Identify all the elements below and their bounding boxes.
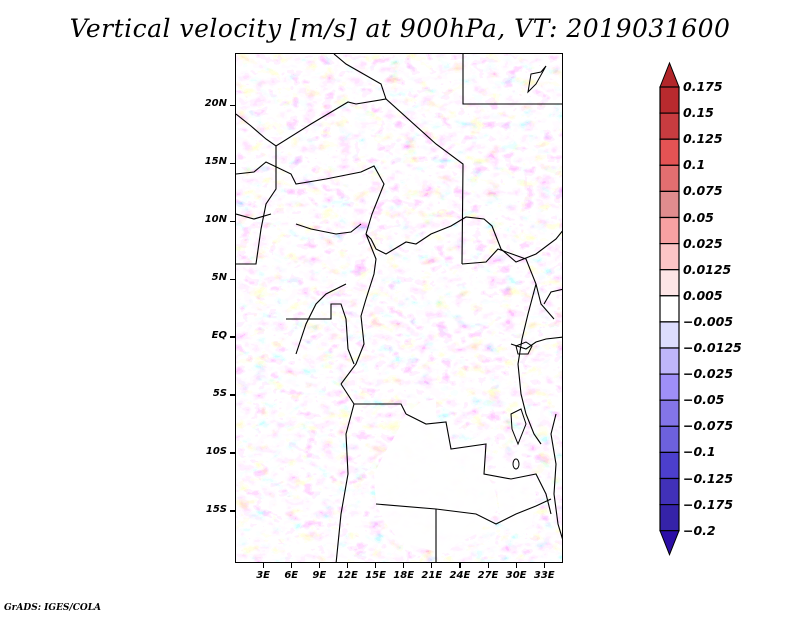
x-tick-mark [515, 563, 517, 568]
x-tick-label: 6E [284, 570, 299, 581]
colorbar-swatch [659, 295, 680, 323]
colorbar-label: 0.025 [683, 235, 723, 251]
x-tick-mark [543, 563, 545, 568]
colorbar-label: −0.0125 [683, 340, 742, 355]
x-tick-label: 9E [312, 570, 327, 581]
x-tick-mark [375, 563, 377, 568]
colorbar-label: −0.075 [683, 418, 734, 434]
colorbar-swatch [659, 321, 680, 349]
x-tick-mark [318, 563, 321, 568]
x-tick-mark [346, 563, 349, 568]
x-tick-label: 18E [393, 570, 415, 581]
country-borders [236, 54, 562, 562]
masked-plateau-region [374, 399, 498, 554]
y-tick-mark [230, 162, 235, 164]
colorbar-label: 0.175 [683, 79, 723, 94]
y-tick-mark [230, 394, 235, 396]
y-tick-label: 15N [204, 156, 227, 168]
colorbar-bottom-arrow [659, 530, 680, 557]
colorbar-swatch [659, 451, 680, 480]
colorbar-label: −0.1 [683, 444, 716, 460]
x-tick-mark [431, 563, 433, 568]
x-tick-mark [459, 563, 461, 568]
colorbar-label: 0.05 [683, 209, 714, 225]
colorbar-label: −0.005 [683, 313, 734, 329]
x-tick-label: 3E [256, 570, 270, 581]
colorbar-swatch [659, 86, 680, 114]
colorbar-swatch [659, 347, 680, 375]
colorbar-top-arrow [659, 61, 680, 88]
colorbar-label: 0.15 [683, 105, 714, 121]
colorbar-label: 0.1 [683, 157, 706, 173]
y-tick-label: 10S [205, 445, 227, 457]
y-tick-mark [230, 452, 235, 454]
y-tick-label: 20N [204, 98, 227, 110]
colorbar-swatch [659, 504, 680, 532]
x-tick-label: 24E [449, 570, 471, 581]
colorbar-swatch [659, 164, 680, 193]
colorbar-label: −0.2 [683, 522, 716, 538]
x-tick-mark [487, 563, 489, 568]
colorbar-label: 0.075 [683, 183, 723, 199]
colorbar-label: −0.175 [683, 496, 734, 512]
y-tick-label: 5N [211, 272, 227, 284]
colorbar-label: −0.125 [683, 470, 734, 486]
y-tick-mark [230, 220, 235, 222]
colorbar-swatch [659, 243, 680, 271]
y-tick-label: 5S [212, 387, 227, 399]
footer-credit: GrADS: IGES/COLA [4, 603, 102, 613]
y-tick-label: 15S [205, 503, 227, 515]
y-tick-label: 10N [204, 214, 227, 226]
map-plot-area [235, 53, 563, 563]
colorbar-swatch [659, 425, 680, 453]
colorbar-swatch [659, 269, 680, 297]
y-tick-label: EQ [211, 329, 227, 341]
velocity-field-map [236, 54, 562, 562]
colorbar-swatch [659, 399, 680, 427]
colorbar-label: −0.05 [683, 392, 725, 408]
x-tick-mark [403, 563, 405, 568]
colorbar-label: −0.025 [683, 366, 734, 382]
y-tick-mark [230, 336, 235, 338]
x-tick-label: 27E [477, 570, 499, 581]
x-tick-mark [262, 563, 264, 568]
x-tick-label: 30E [505, 570, 527, 581]
y-tick-mark [230, 510, 235, 512]
y-tick-mark [230, 104, 235, 106]
y-tick-mark [230, 278, 235, 280]
x-tick-label: 12E [337, 570, 358, 581]
x-tick-label: 15E [365, 570, 386, 581]
colorbar-swatch [659, 112, 680, 140]
x-tick-mark [290, 563, 292, 568]
colorbar-label: 0.125 [683, 131, 723, 147]
colorbar-label: 0.005 [683, 287, 723, 303]
colorbar-swatch [659, 477, 680, 506]
colorbar-swatch [659, 190, 680, 219]
colorbar-swatch [659, 216, 680, 245]
colorbar-label: 0.0125 [683, 261, 732, 277]
colorbar-swatch [659, 138, 680, 166]
lakes [510, 65, 547, 470]
x-tick-label: 33E [533, 570, 555, 581]
masked-plateau-region-2 [496, 464, 536, 534]
x-tick-label: 21E [421, 570, 443, 581]
colorbar-swatch [659, 373, 680, 401]
chart-title: Vertical velocity [m/s] at 900hPa, VT: 2… [69, 14, 731, 43]
